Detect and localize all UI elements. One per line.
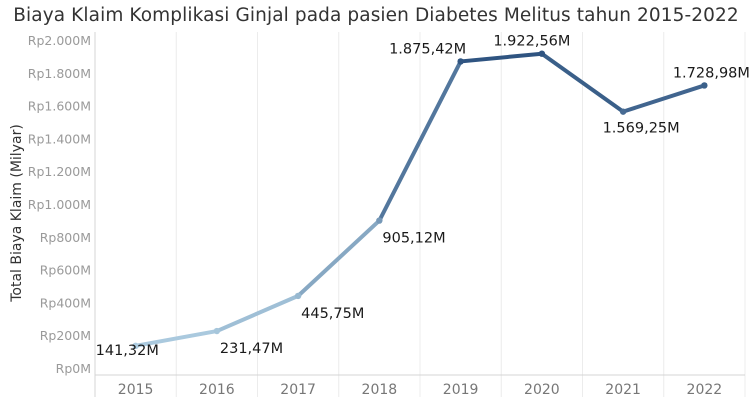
data-point — [294, 292, 302, 300]
y-tick-label: Rp1.400M — [28, 131, 91, 146]
x-tick-label: 2019 — [443, 382, 479, 398]
data-point — [132, 342, 139, 350]
data-point — [213, 327, 221, 335]
data-label: 1.922,56M — [493, 34, 570, 50]
y-tick-label: Rp200M — [40, 328, 91, 343]
y-tick-label: Rp1.000M — [28, 197, 91, 212]
x-tick-label: 2022 — [687, 382, 723, 398]
data-point — [376, 217, 383, 224]
data-label: 141,32M — [96, 343, 159, 359]
x-tick-label: 2015 — [118, 382, 154, 398]
data-point — [457, 58, 464, 65]
series-segment — [296, 218, 382, 298]
axes: Rp0M Rp200M Rp400M Rp600M Rp800M Rp1.000M Rp1.… — [28, 32, 745, 398]
data-point — [619, 108, 627, 115]
data-point — [538, 50, 546, 57]
y-tick-label: Rp1.800M — [28, 66, 91, 81]
data-label: 1.875,42M — [389, 41, 466, 57]
y-tick-label: Rp1.600M — [28, 99, 91, 114]
x-tick-label: 2021 — [605, 382, 641, 398]
series-segment — [377, 59, 463, 223]
data-labels: 141,32M 231,47M 445,75M 905,12M 1.875,42M 1.9… — [96, 34, 750, 359]
series-segment — [458, 51, 544, 64]
data-label: 1.728,98M — [673, 65, 750, 81]
data-label: 1.569,25M — [603, 121, 680, 137]
x-tick-label: 2016 — [199, 382, 235, 398]
data-label: 905,12M — [382, 231, 445, 247]
series-line — [133, 51, 707, 348]
y-tick-label: Rp600M — [40, 263, 91, 278]
series-segment — [621, 83, 707, 114]
data-label: 445,75M — [301, 306, 364, 322]
data-point — [701, 82, 708, 89]
y-tick-label: Rp1.200M — [28, 164, 91, 179]
y-tick-label: Rp800M — [40, 230, 91, 245]
y-axis-label: Total Biaya Klaim (Milyar) — [9, 124, 25, 303]
chart-title: Biaya Klaim Komplikasi Ginjal pada pasie… — [13, 5, 739, 26]
y-tick-label: Rp400M — [40, 295, 91, 310]
grid-lines — [94, 32, 746, 397]
data-label: 231,47M — [220, 341, 283, 357]
y-tick-label: Rp2.000M — [28, 33, 91, 48]
x-tick-label: 2020 — [524, 382, 560, 398]
series-segment — [214, 293, 301, 334]
series-segment — [133, 329, 219, 348]
series-points — [132, 50, 708, 350]
x-tick-label: 2017 — [280, 382, 316, 398]
series-segment — [539, 51, 626, 114]
x-tick-label: 2018 — [362, 382, 398, 398]
y-tick-label: Rp0M — [56, 361, 91, 376]
